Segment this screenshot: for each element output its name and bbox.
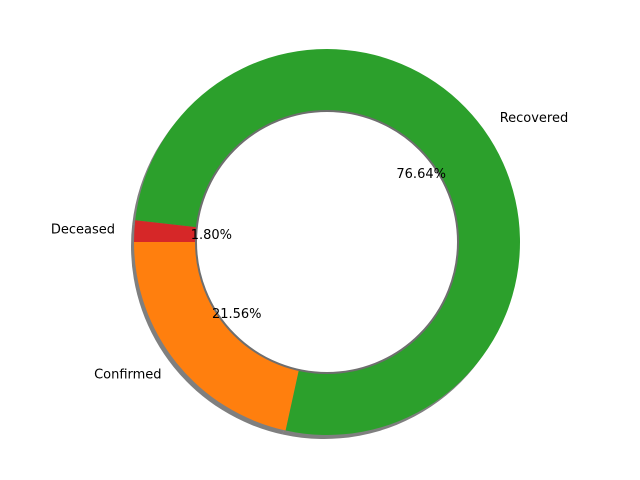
chart-labels: Confirmed 21.56% Recovered 76.64% Deceased 1.… <box>51 111 568 383</box>
slice-label-recovered: Recovered <box>500 111 569 126</box>
pct-label-recovered: 76.64% <box>396 167 446 182</box>
slice-label-confirmed: Confirmed <box>94 368 162 383</box>
donut-hole <box>195 110 459 374</box>
pct-label-deceased: 1.80% <box>191 228 232 243</box>
pct-label-confirmed: 21.56% <box>212 307 262 322</box>
slice-label-deceased: Deceased <box>51 223 115 238</box>
